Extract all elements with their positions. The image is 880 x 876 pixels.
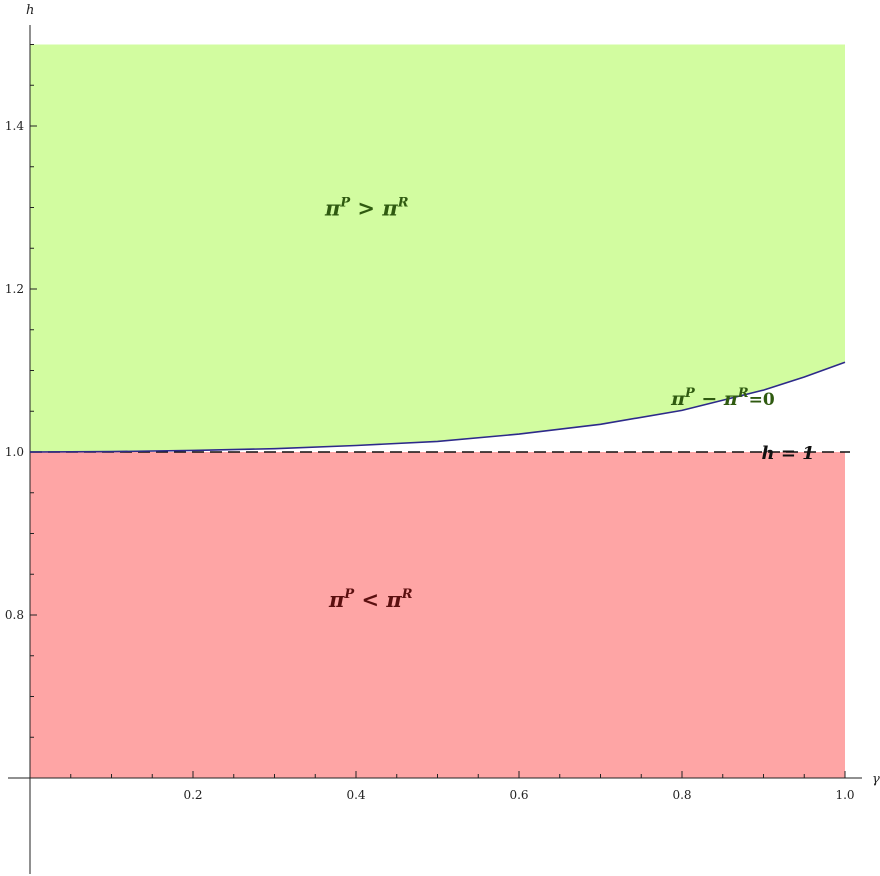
- x-tick-label: 0.2: [183, 788, 202, 802]
- labels-layer: πP > πR πP < πR πP − πR=0 h = 1: [324, 196, 815, 612]
- y-tick-label: 0.8: [5, 608, 24, 622]
- x-tick-label: 0.4: [346, 788, 365, 802]
- y-tick-label: 1.0: [5, 445, 24, 459]
- boundary-curve-label: πP − πR=0: [670, 386, 775, 410]
- regions-layer: [30, 44, 845, 778]
- gap-region: [30, 362, 845, 452]
- x-axis-label: γ: [872, 772, 880, 787]
- x-tick-label: 0.6: [509, 788, 528, 802]
- lines-layer: [29, 361, 850, 453]
- lower-region-label: πP < πR: [328, 587, 413, 612]
- boundary-curve: [29, 361, 846, 453]
- y-ticks: 0.8 1.0 1.2 1.4: [5, 44, 37, 738]
- upper-region: [30, 44, 845, 452]
- y-tick-label: 1.4: [5, 119, 24, 133]
- x-tick-label: 0.8: [672, 788, 691, 802]
- y-axis-label: h: [26, 3, 34, 18]
- y-tick-label: 1.2: [5, 282, 24, 296]
- x-ticks: 0.2 0.4 0.6 0.8 1.0: [70, 771, 855, 802]
- lower-region: [30, 452, 845, 778]
- upper-region-label: πP > πR: [324, 196, 409, 221]
- x-tick-label: 1.0: [835, 788, 854, 802]
- axes: 0.2 0.4 0.6 0.8 1.0 0.8 1.0 1.2 1.4 γ h: [5, 3, 880, 874]
- reference-line-label: h = 1: [761, 443, 814, 464]
